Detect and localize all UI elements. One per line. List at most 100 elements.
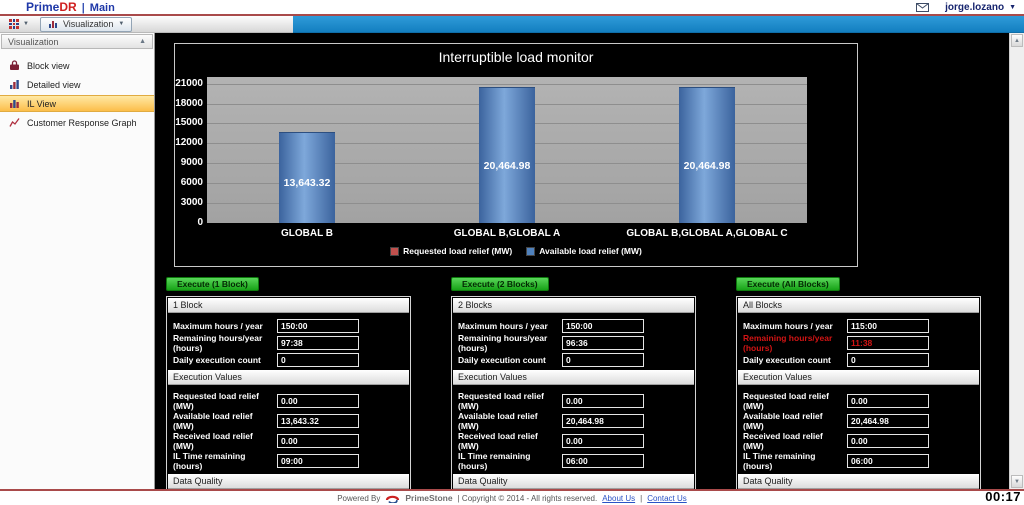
block-view-icon [9, 60, 20, 71]
data-row: Available load relief (MW) 20,464.98 [737, 411, 980, 431]
field-label: IL Time remaining (hours) [458, 451, 531, 472]
about-us-link[interactable]: About Us [602, 493, 636, 503]
app-grid-menu-button[interactable]: ▼ [6, 18, 32, 30]
field-value[interactable]: 115:00 [847, 319, 929, 333]
field-value[interactable]: 150:00 [277, 319, 359, 333]
sidebar: Visualization ▲ Block view Detailed view I… [0, 33, 155, 489]
section-header: Execution Values [738, 370, 979, 386]
collapse-icon: ▲ [139, 38, 146, 45]
data-row: Maximum hours / year 150:00 [167, 319, 410, 333]
field-label: Received load relief (MW) [458, 431, 538, 452]
section-rows: Maximum hours / year 115:00 Remaining hour… [737, 314, 980, 369]
sidebar-item-label: IL View [27, 98, 57, 109]
data-row: Received load relief (MW) 0.00 [737, 431, 980, 451]
field-value[interactable]: 13,643.32 [277, 414, 359, 429]
data-row: Daily execution count 0 [167, 353, 410, 368]
field-label: Remaining hours/year (hours) [743, 333, 833, 354]
execute-button[interactable]: Execute (All Blocks) [736, 277, 840, 291]
contact-us-link[interactable]: Contact Us [647, 493, 687, 503]
mail-icon[interactable] [916, 2, 930, 12]
data-row: IL Time remaining (hours) 09:00 [167, 451, 410, 471]
field-value[interactable]: 97:38 [277, 336, 359, 351]
section-rows: Maximum hours / year 150:00 Remaining hour… [167, 314, 410, 369]
data-row: Daily execution count 0 [737, 353, 980, 368]
tab-visualization[interactable]: Visualization ▼ [39, 16, 133, 32]
execute-button[interactable]: Execute (2 Blocks) [451, 277, 549, 291]
x-category-label: GLOBAL B,GLOBAL A,GLOBAL C [626, 228, 788, 239]
y-tick-label: 18000 [175, 97, 203, 109]
field-value[interactable]: 0.00 [277, 434, 359, 449]
y-tick-label: 6000 [180, 177, 203, 189]
execute-panel-1: Execute (1 Block) 1 Block Maximum hours / … [166, 277, 411, 505]
field-label: Daily execution count [173, 355, 261, 366]
user-area: jorge.lozano ▼ [916, 2, 1016, 13]
legend-swatch [526, 246, 536, 256]
footer-pipe: | [640, 493, 643, 503]
legend-swatch [390, 246, 400, 256]
field-label: Maximum hours / year [173, 320, 263, 331]
page-title: Main [89, 2, 115, 14]
field-label: Received load relief (MW) [173, 431, 253, 452]
chart-bar: 20,464.98 [679, 87, 735, 223]
sidebar-item-detailed-view[interactable]: Detailed view [0, 76, 154, 93]
section-header: Execution Values [168, 370, 409, 386]
detailed-view-icon [9, 79, 20, 90]
footer: Powered By PrimeStone | Copyright © 2014… [0, 489, 1024, 505]
section-header: Data Quality [453, 474, 694, 490]
scroll-up-button[interactable]: ▲ [1011, 34, 1023, 47]
y-tick-label: 9000 [180, 157, 203, 169]
y-tick-label: 15000 [175, 117, 203, 129]
field-value[interactable]: 20,464.98 [847, 414, 929, 429]
execute-button[interactable]: Execute (1 Block) [166, 277, 259, 291]
sidebar-item-il-view[interactable]: IL View [0, 95, 154, 112]
field-value[interactable]: 0.00 [277, 394, 359, 409]
section-header: Execution Values [453, 370, 694, 386]
y-tick-label: 12000 [175, 137, 203, 149]
field-value[interactable]: 0 [277, 353, 359, 368]
sidebar-item-customer-response-graph[interactable]: Customer Response Graph [0, 114, 154, 131]
vertical-scrollbar[interactable]: ▲ ▼ [1009, 33, 1024, 489]
brand-prime: Prime [26, 0, 60, 14]
sidebar-item-block-view[interactable]: Block view [0, 57, 154, 74]
sidebar-panel-title: Visualization [8, 36, 59, 47]
data-row: Requested load relief (MW) 0.00 [737, 391, 980, 411]
field-value[interactable]: 0.00 [847, 434, 929, 449]
field-value[interactable]: 06:00 [847, 454, 929, 469]
field-value[interactable]: 0.00 [562, 434, 644, 449]
data-row: Available load relief (MW) 20,464.98 [452, 411, 695, 431]
data-row: Remaining hours/year (hours) 96:36 [452, 333, 695, 353]
field-label: Remaining hours/year (hours) [458, 333, 548, 354]
tab-visualization-label: Visualization [62, 19, 114, 29]
y-tick-label: 21000 [175, 77, 203, 89]
field-value[interactable]: 09:00 [277, 454, 359, 469]
sidebar-panel-header[interactable]: Visualization ▲ [1, 34, 153, 49]
field-value[interactable]: 150:00 [562, 319, 644, 333]
user-menu[interactable]: jorge.lozano ▼ [945, 2, 1016, 13]
scroll-down-button[interactable]: ▼ [1011, 475, 1023, 488]
execute-panel-2: Execute (2 Blocks) 2 Blocks Maximum hours … [451, 277, 696, 505]
field-value[interactable]: 11:38 [847, 336, 929, 351]
field-value[interactable]: 20,464.98 [562, 414, 644, 429]
field-label: Remaining hours/year (hours) [173, 333, 263, 354]
data-row: Requested load relief (MW) 0.00 [167, 391, 410, 411]
section-rows: Requested load relief (MW) 0.00 Available … [737, 386, 980, 473]
field-value[interactable]: 0.00 [562, 394, 644, 409]
field-value[interactable]: 0 [562, 353, 644, 368]
y-tick-label: 3000 [180, 197, 203, 209]
response-graph-icon [9, 117, 20, 128]
chart-title: Interruptible load monitor [438, 49, 594, 65]
field-value[interactable]: 0.00 [847, 394, 929, 409]
field-value[interactable]: 0 [847, 353, 929, 368]
section-rows: Maximum hours / year 150:00 Remaining hour… [452, 314, 695, 369]
legend-label: Available load relief (MW) [539, 246, 642, 256]
copyright-text: | Copyright © 2014 - All rights reserved… [457, 493, 598, 503]
legend-item: Available load relief (MW) [526, 246, 642, 256]
x-category-label: GLOBAL B [280, 228, 334, 239]
data-row: Remaining hours/year (hours) 11:38 [737, 333, 980, 353]
bar-value-label: 20,464.98 [483, 159, 531, 172]
field-value[interactable]: 06:00 [562, 454, 644, 469]
field-label: Requested load relief (MW) [173, 391, 259, 412]
top-header: Prime DR | Main jorge.lozano ▼ [0, 0, 1024, 16]
field-value[interactable]: 96:36 [562, 336, 644, 351]
